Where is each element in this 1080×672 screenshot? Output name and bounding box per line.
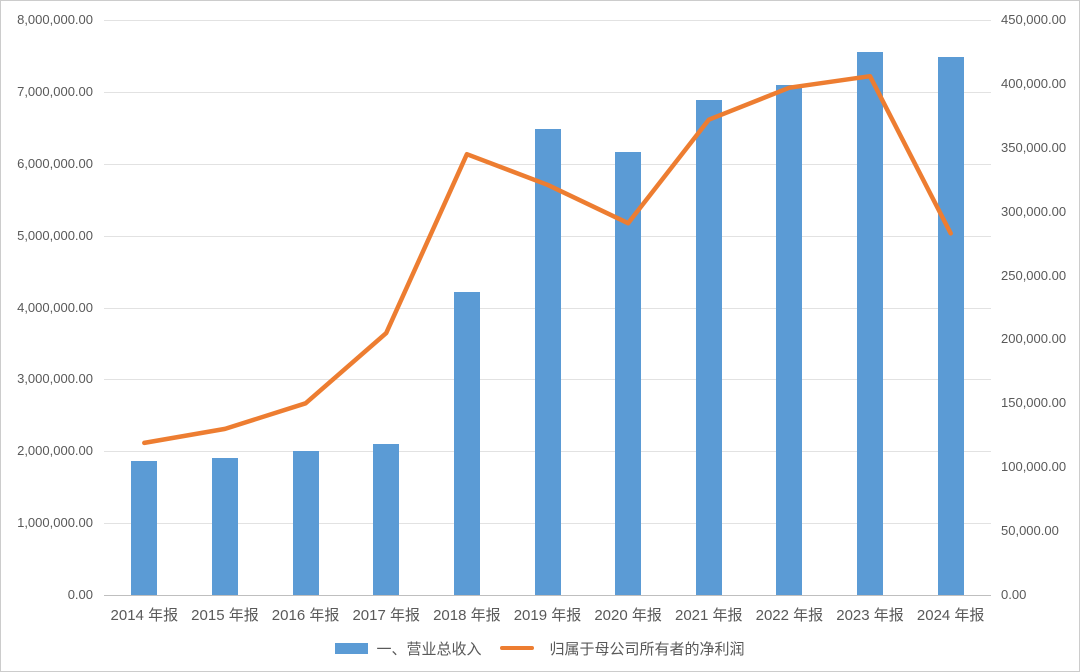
net-profit-line: [142, 73, 953, 446]
legend-item-net-profit: 归属于母公司所有者的净利润: [499, 638, 745, 659]
revenue-bar-2021年报: [695, 99, 722, 595]
revenue-bar-2023年报: [857, 52, 884, 595]
y-axis-right-tick-label: 300,000.00: [1001, 203, 1067, 219]
y-axis-left-tick-label: 1,000,000.00: [17, 515, 93, 531]
y-axis-right-tick-label: 200,000.00: [1001, 331, 1067, 347]
y-axis-left-tick-label: 8,000,000.00: [17, 12, 93, 27]
gridline: [104, 20, 991, 21]
x-axis-tick-label: 2016 年报: [271, 607, 340, 624]
gridline: [104, 91, 991, 93]
revenue-swatch-icon: [335, 642, 369, 654]
revenue-bar-2015年报: [211, 458, 238, 595]
x-axis-tick-label: 2017 年报: [352, 607, 420, 624]
revenue-bar-2018年报: [453, 292, 480, 595]
revenue-bar-2019年报: [534, 129, 561, 595]
y-axis-left-tick-label: 5,000,000.00: [17, 227, 93, 243]
legend: 一、营业总收入 归属于母公司所有者的净利润: [1, 635, 1079, 661]
legend-item-revenue: 一、营业总收入: [335, 638, 482, 659]
y-axis-left-tick-label: 2,000,000.00: [17, 443, 93, 459]
x-axis-line: [104, 595, 991, 596]
x-axis-tick-label: 2022 年报: [755, 607, 824, 624]
y-axis-right-tick-label: 50,000.00: [1001, 523, 1059, 539]
y-axis-right-tick-label: 150,000.00: [1001, 395, 1067, 411]
y-axis-left-tick-label: 6,000,000.00: [17, 155, 93, 171]
y-axis-right-tick-label: 450,000.00: [1001, 12, 1067, 27]
revenue-bar-2014年报: [131, 461, 158, 595]
line-series: [142, 73, 953, 446]
y-axis-left-tick-label: 7,000,000.00: [17, 83, 93, 99]
y-axis-left-tick-label: 3,000,000.00: [17, 371, 93, 387]
y-axis-left-tick-label: 0.00: [67, 587, 93, 602]
y-axis-right-tick-label: 400,000.00: [1001, 75, 1067, 91]
net-profit-legend-label: 归属于母公司所有者的净利润: [549, 640, 745, 658]
revenue-bar-2017年报: [373, 444, 400, 595]
x-axis-tick-label: 2024 年报: [916, 607, 985, 624]
x-axis-tick-label: 2021 年报: [674, 607, 743, 624]
y-axis-right-tick-label: 100,000.00: [1001, 459, 1067, 475]
revenue-bar-2024年报: [937, 56, 964, 595]
x-axis-tick-label: 2023 年报: [836, 607, 904, 624]
revenue-legend-label: 一、营业总收入: [376, 640, 482, 658]
y-axis-right-tick-label: 250,000.00: [1001, 267, 1067, 283]
x-axis-tick-label: 2020 年报: [594, 607, 662, 624]
net-profit-swatch-icon: [499, 646, 534, 650]
y-axis-left-tick-label: 4,000,000.00: [17, 299, 93, 315]
y-axis-right-tick-label: 350,000.00: [1001, 139, 1067, 155]
y-axis-right-tick-label: 0.00: [1001, 587, 1027, 602]
x-axis-tick-label: 2015 年报: [191, 607, 259, 624]
revenue-bar-2022年报: [776, 84, 803, 595]
x-axis-tick-label: 2014 年报: [110, 607, 179, 624]
revenue-bar-2016年报: [292, 451, 319, 595]
x-axis-tick-label: 2019 年报: [513, 607, 582, 624]
x-axis-tick-label: 2018 年报: [433, 607, 501, 624]
